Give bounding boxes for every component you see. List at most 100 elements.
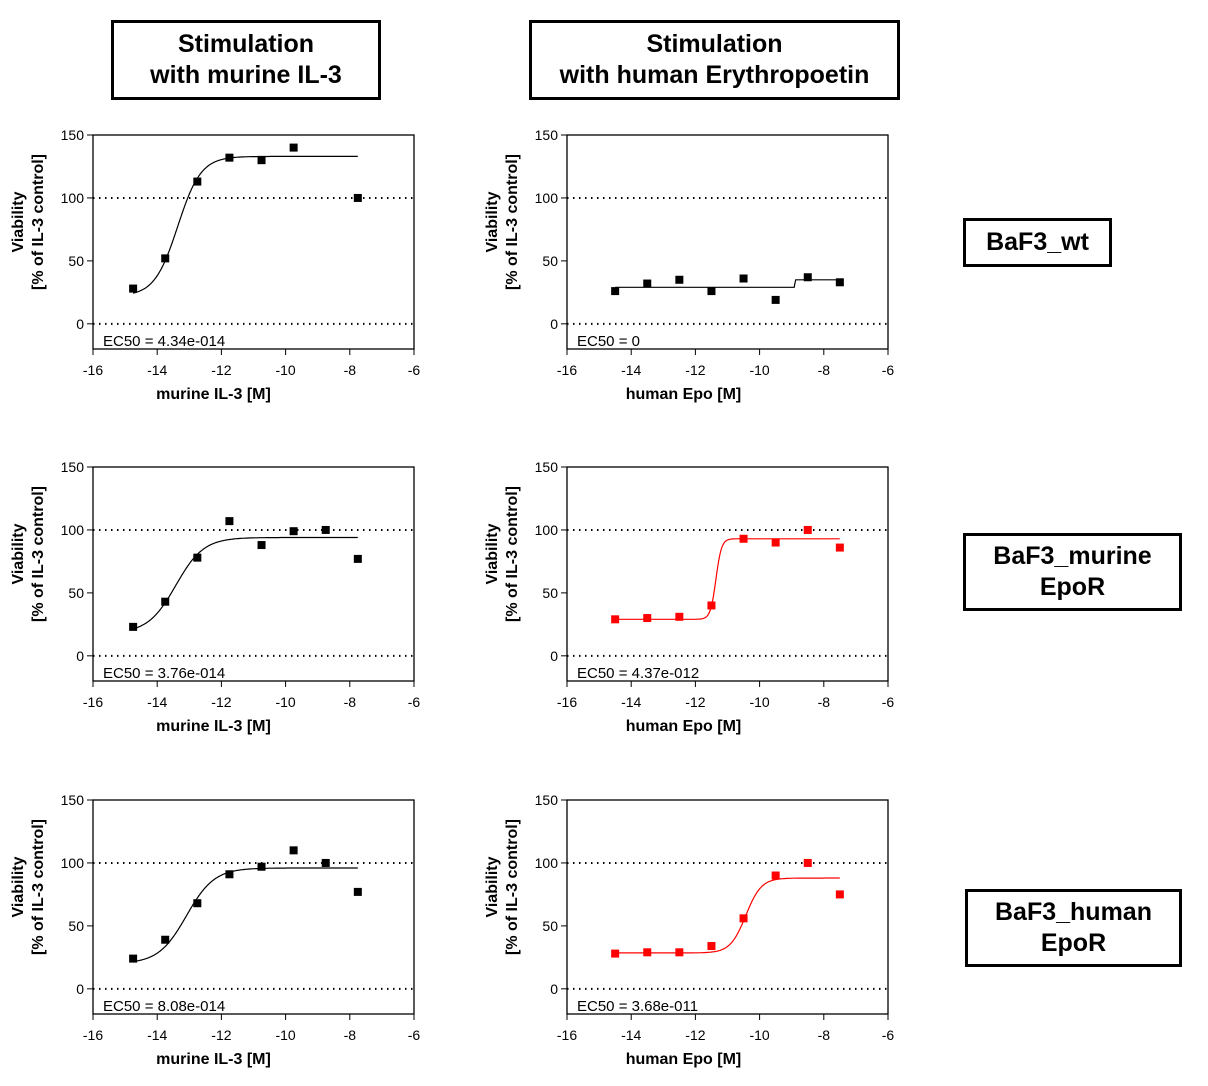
x-tick-label: -14 (621, 362, 641, 378)
column-title-line2: with murine IL-3 (150, 61, 342, 89)
fit-curve (615, 538, 840, 620)
y-tick-label: 100 (61, 522, 85, 538)
fit-curve (133, 867, 358, 963)
x-tick-label: -8 (818, 694, 831, 710)
data-point (675, 948, 684, 957)
data-point (675, 275, 684, 284)
ec50-annotation: EC50 = 4.37e-012 (577, 665, 699, 682)
x-axis-label: murine IL-3 [M] (156, 718, 271, 735)
y-tick-label: 100 (535, 190, 559, 206)
y-axis-label-line2: [% of IL-3 control] (30, 486, 47, 622)
data-point (611, 949, 620, 958)
row-label-line2: EpoR (1040, 929, 1107, 957)
row-label-line1: BaF3_human (995, 898, 1152, 926)
y-axis-label-line2: [% of IL-3 control] (30, 819, 47, 955)
fit-curve (132, 536, 358, 630)
column-title-epo: Stimulation with human Erythropoetin (529, 20, 900, 100)
x-tick-label: -6 (882, 1027, 895, 1043)
y-axis-label-line2: [% of IL-3 control] (504, 154, 521, 290)
data-point (161, 254, 170, 263)
data-point (129, 954, 138, 963)
data-point (257, 156, 266, 165)
panel-3: -16 -14 -12 -10 -8 -6 0 50 100 150 human Epo [M] Vi… (484, 459, 894, 735)
fit-curve (615, 877, 840, 954)
x-tick-label: -10 (275, 694, 295, 710)
y-tick-label: 50 (68, 253, 84, 269)
panel-5: -16 -14 -12 -10 -8 -6 0 50 100 150 human Epo [M] Vi… (484, 792, 894, 1068)
y-tick-label: 50 (68, 585, 84, 601)
x-tick-label: -10 (749, 694, 769, 710)
data-point (643, 948, 652, 957)
data-point (835, 890, 844, 899)
data-point (321, 525, 330, 534)
plot-frame (566, 466, 889, 682)
x-tick-label: -8 (818, 1027, 831, 1043)
panel-1: -16 -14 -12 -10 -8 -6 0 50 100 150 human Epo [M] Vi… (484, 127, 894, 403)
x-tick-label: -8 (344, 694, 357, 710)
data-point (643, 614, 652, 623)
y-axis-label-line2: [% of IL-3 control] (504, 819, 521, 955)
column-title-line1: Stimulation (177, 30, 315, 58)
y-tick-label: 150 (61, 459, 85, 475)
plot-frame (566, 799, 889, 1015)
y-axis-label-line1: Viability (10, 856, 27, 917)
data-point (707, 601, 716, 610)
x-axis-label: murine IL-3 [M] (156, 386, 271, 403)
y-axis-label-line1: Viability (10, 191, 27, 252)
data-point (289, 846, 298, 855)
data-point (289, 143, 298, 152)
y-axis-label-line1: Viability (484, 856, 501, 917)
data-point (193, 553, 202, 562)
row-label-line2: EpoR (1039, 573, 1106, 601)
data-point (739, 274, 748, 283)
data-point (129, 622, 138, 631)
row-label-baf3-human-epor: BaF3_human EpoR (965, 889, 1182, 967)
y-tick-label: 150 (535, 127, 559, 143)
data-point (611, 287, 620, 296)
x-tick-label: -8 (818, 362, 831, 378)
x-tick-label: -14 (147, 1027, 167, 1043)
x-tick-label: -16 (83, 694, 103, 710)
y-tick-label: 50 (542, 918, 558, 934)
ec50-annotation: EC50 = 3.76e-014 (103, 665, 225, 682)
x-tick-label: -6 (408, 362, 421, 378)
ec50-annotation: EC50 = 0 (577, 333, 640, 350)
plot-frame (92, 134, 415, 350)
x-tick-label: -12 (211, 362, 231, 378)
y-tick-label: 100 (535, 855, 559, 871)
data-point (289, 527, 298, 536)
fit-curve (132, 155, 358, 294)
y-tick-label: 50 (68, 918, 84, 934)
y-axis-label-line1: Viability (10, 523, 27, 584)
x-tick-label: -14 (621, 1027, 641, 1043)
plot-frame (92, 466, 415, 682)
x-tick-label: -8 (344, 1027, 357, 1043)
y-tick-label: 100 (61, 190, 85, 206)
data-point (803, 858, 812, 867)
y-tick-label: 100 (61, 855, 85, 871)
x-tick-label: -12 (211, 1027, 231, 1043)
x-tick-label: -12 (685, 362, 705, 378)
fit-curve (615, 279, 840, 288)
column-title-line1: Stimulation (646, 30, 783, 58)
y-axis-label-line1: Viability (484, 523, 501, 584)
ec50-annotation: EC50 = 4.34e-014 (103, 333, 225, 350)
plot-frame (92, 799, 415, 1015)
row-label-line1: BaF3_murine (993, 542, 1152, 570)
y-tick-label: 50 (542, 253, 558, 269)
y-tick-label: 0 (550, 648, 558, 664)
data-point (161, 597, 170, 606)
x-tick-label: -14 (147, 694, 167, 710)
plot-frame (566, 134, 889, 350)
data-point (257, 862, 266, 871)
data-point (353, 193, 362, 202)
x-tick-label: -14 (147, 362, 167, 378)
data-point (321, 858, 330, 867)
data-point (353, 887, 362, 896)
x-axis-label: human Epo [M] (626, 718, 742, 735)
ec50-annotation: EC50 = 3.68e-011 (577, 998, 698, 1015)
data-point (835, 278, 844, 287)
panel-0: -16 -14 -12 -10 -8 -6 0 50 100 150 murine IL-3 [M]… (10, 127, 420, 403)
y-tick-label: 150 (61, 792, 85, 808)
